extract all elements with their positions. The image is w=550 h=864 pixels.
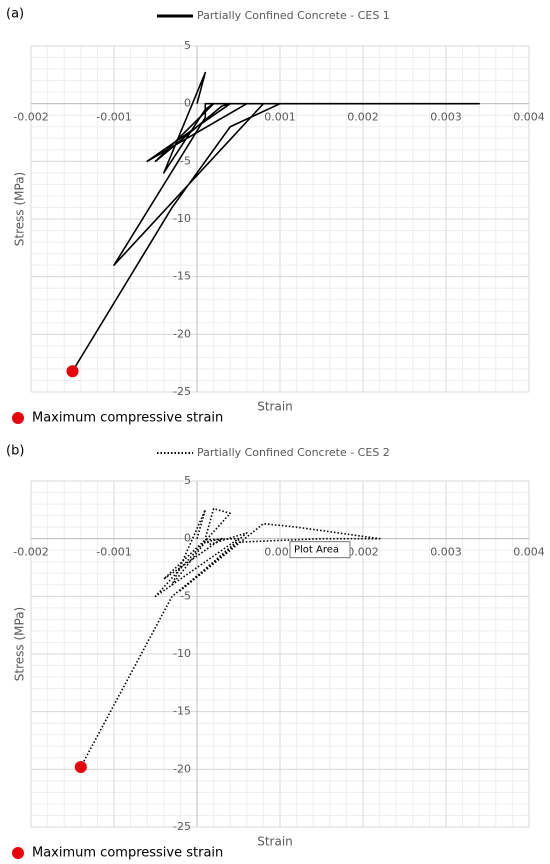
- marker-point: [66, 365, 79, 378]
- series-line: [71, 71, 480, 372]
- x-tick-label: -0.002: [13, 111, 48, 124]
- y-tick-label: -25: [173, 385, 191, 398]
- x-tick-label: 0.004: [513, 546, 545, 559]
- x-tick-label: 0.001: [264, 111, 296, 124]
- y-tick-label: -10: [173, 212, 191, 225]
- legend-label: Maximum compressive strain: [32, 411, 223, 426]
- y-tick-label: -25: [173, 820, 191, 833]
- legend-label: Partially Confined Concrete - CES 2: [197, 446, 390, 459]
- x-tick-label: -0.001: [96, 546, 131, 559]
- y-tick-label: -20: [173, 327, 191, 340]
- panel-label: (a): [6, 7, 24, 22]
- x-axis-title: Strain: [257, 400, 293, 414]
- x-tick-label: -0.001: [96, 111, 131, 124]
- y-tick-label: 0: [184, 97, 191, 110]
- x-tick-label: 0.004: [513, 111, 545, 124]
- y-tick-label: -15: [173, 705, 191, 718]
- x-tick-label: -0.002: [13, 546, 48, 559]
- marker-point: [74, 761, 87, 774]
- x-tick-label: 0.003: [430, 546, 462, 559]
- legend-label: Partially Confined Concrete - CES 1: [197, 9, 390, 22]
- tooltip-box: [289, 541, 351, 559]
- legend-marker: [12, 412, 24, 424]
- legend-label: Maximum compressive strain: [32, 846, 223, 861]
- x-axis-title: Strain: [257, 835, 293, 849]
- y-tick-label: -5: [180, 154, 191, 167]
- y-axis-title: Stress (MPa): [13, 607, 27, 681]
- x-tick-label: 0.003: [430, 111, 462, 124]
- x-tick-label: 0.001: [264, 546, 296, 559]
- tooltip: Plot Area: [294, 545, 339, 556]
- x-tick-label: 0.002: [347, 111, 379, 124]
- y-tick-label: -10: [173, 647, 191, 660]
- y-tick-label: -5: [180, 589, 191, 602]
- y-tick-label: 5: [184, 39, 191, 52]
- y-tick-label: 5: [184, 474, 191, 487]
- y-axis-title: Stress (MPa): [13, 172, 27, 246]
- y-tick-label: -20: [173, 762, 191, 775]
- x-tick-label: 0.002: [347, 546, 379, 559]
- y-tick-label: -15: [173, 270, 191, 283]
- legend-marker: [12, 847, 24, 859]
- y-tick-label: 0: [184, 532, 191, 545]
- panel-label: (b): [6, 444, 24, 459]
